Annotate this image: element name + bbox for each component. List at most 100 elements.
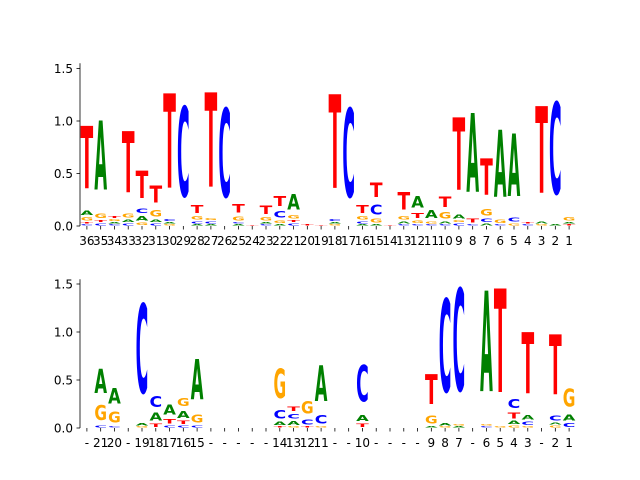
x-tick-label: 35 xyxy=(93,234,108,248)
x-tick-label: - xyxy=(236,436,240,450)
logo-letter-A: A xyxy=(287,189,300,215)
logo-letter-T: T xyxy=(246,225,259,226)
logo-letter-C: C xyxy=(563,422,576,428)
x-tick-label: 28 xyxy=(189,234,204,248)
x-tick-label: 36 xyxy=(79,234,94,248)
logo-letter-G: G xyxy=(370,217,383,224)
x-tick-label: - xyxy=(209,436,213,450)
logo-letter-G: G xyxy=(108,219,121,222)
logo-letter-C: C xyxy=(356,221,369,224)
logo-letter-A: A xyxy=(439,422,453,426)
logo-letter-A: A xyxy=(191,224,204,226)
logo-letter-A: A xyxy=(94,364,107,402)
logo-letter-A: A xyxy=(549,422,562,425)
logo-letter-G: G xyxy=(563,384,576,413)
logo-letter-C: C xyxy=(163,425,176,428)
logo-letter-G: G xyxy=(563,216,576,222)
logo-letter-A: A xyxy=(425,426,438,428)
logo-letter-G: G xyxy=(453,220,466,223)
logo-letter-C: C xyxy=(439,224,452,226)
logo-letter-T: T xyxy=(494,260,507,425)
x-tick-label: 6 xyxy=(483,436,491,450)
logo-letter-T: T xyxy=(301,426,314,428)
logo-letter-C: C xyxy=(136,208,149,215)
logo-letter-G: G xyxy=(94,402,107,426)
logo-letter-A: A xyxy=(232,224,245,226)
logo-letter-C: C xyxy=(177,83,190,226)
logo-letter-T: T xyxy=(149,424,163,429)
logo-letter-A: A xyxy=(439,221,453,224)
logo-letter-G: G xyxy=(549,425,562,428)
logo-letter-T: T xyxy=(466,218,480,224)
logo-letter-A: A xyxy=(329,222,342,224)
x-tick-label: 11 xyxy=(424,234,439,248)
logo-letter-C: C xyxy=(315,413,328,426)
x-tick-label: 6 xyxy=(496,234,504,248)
x-tick-label: 1 xyxy=(565,234,573,248)
x-tick-label: - xyxy=(222,436,226,450)
x-tick-label: 31 xyxy=(148,234,163,248)
logo-letter-A: A xyxy=(163,222,176,224)
logo-letter-A: A xyxy=(549,224,562,226)
logo-letter-A: A xyxy=(136,214,149,222)
x-tick-label: 17 xyxy=(162,436,177,450)
logo-letter-A: A xyxy=(453,214,466,220)
logo-letter-G: G xyxy=(177,397,190,409)
logo-letter-A: A xyxy=(397,221,411,224)
logo-letter-T: T xyxy=(356,424,370,429)
x-tick-label: 8 xyxy=(469,234,477,248)
logo-letter-G: G xyxy=(439,426,452,428)
x-tick-label: 4 xyxy=(524,234,532,248)
logo-letter-T: T xyxy=(439,194,452,210)
logo-letter-T: T xyxy=(287,405,300,413)
logo-letter-C: C xyxy=(191,425,204,428)
logo-letter-G: G xyxy=(425,415,438,427)
logo-letter-A: A xyxy=(508,118,521,217)
logo-letter-G: G xyxy=(136,222,149,226)
x-tick-label: 34 xyxy=(107,234,122,248)
logo-letter-T: T xyxy=(301,224,314,226)
logo-letter-A: A xyxy=(425,209,438,221)
logo-letter-C: C xyxy=(149,393,162,410)
logo-letter-G: G xyxy=(329,224,342,226)
logo-letter-G: G xyxy=(397,215,410,221)
logo-letter-T: T xyxy=(563,224,576,226)
logo-letter-A: A xyxy=(370,224,383,226)
logo-letter-T: T xyxy=(521,318,534,415)
logo-letter-G: G xyxy=(494,426,507,428)
logo-letter-A: A xyxy=(122,219,136,223)
x-tick-label: 19 xyxy=(313,234,328,248)
x-tick-label: - xyxy=(85,436,89,450)
logo-letter-G: G xyxy=(535,224,548,226)
y-tick-label: 0.0 xyxy=(54,220,73,234)
x-tick-label: 22 xyxy=(272,234,287,248)
x-tick-label: 4 xyxy=(510,436,518,450)
logo-letter-C: C xyxy=(494,224,507,226)
logo-letter-T: T xyxy=(260,203,273,217)
logo-letter-A: A xyxy=(480,223,494,226)
logo-letter-T: T xyxy=(122,116,135,213)
logo-letter-T: T xyxy=(411,212,424,220)
x-tick-label: 3 xyxy=(524,436,532,450)
logo-letter-A: A xyxy=(287,420,301,426)
logo-letter-T: T xyxy=(232,202,245,216)
logo-letter-A: A xyxy=(356,414,369,424)
logo-letter-G: G xyxy=(205,218,218,221)
logo-letter-A: A xyxy=(453,426,466,428)
logo-letter-G: G xyxy=(108,409,121,427)
logo-letter-T: T xyxy=(149,180,162,208)
x-tick-label: 18 xyxy=(327,234,342,248)
logo-letter-A: A xyxy=(191,348,204,413)
logo-letter-A: A xyxy=(260,222,273,224)
logo-letter-C: C xyxy=(191,221,204,224)
x-tick-label: 12 xyxy=(410,234,425,248)
logo-letter-T: T xyxy=(521,222,534,224)
x-tick-label: 23 xyxy=(258,234,273,248)
y-tick-label: 0.5 xyxy=(54,167,73,181)
x-tick-label: - xyxy=(388,436,392,450)
logo-letter-C: C xyxy=(549,414,562,422)
x-tick-label: 29 xyxy=(176,234,191,248)
logo-letter-C: C xyxy=(521,224,534,226)
logo-letter-C: C xyxy=(370,202,383,218)
x-tick-label: 11 xyxy=(313,436,328,450)
